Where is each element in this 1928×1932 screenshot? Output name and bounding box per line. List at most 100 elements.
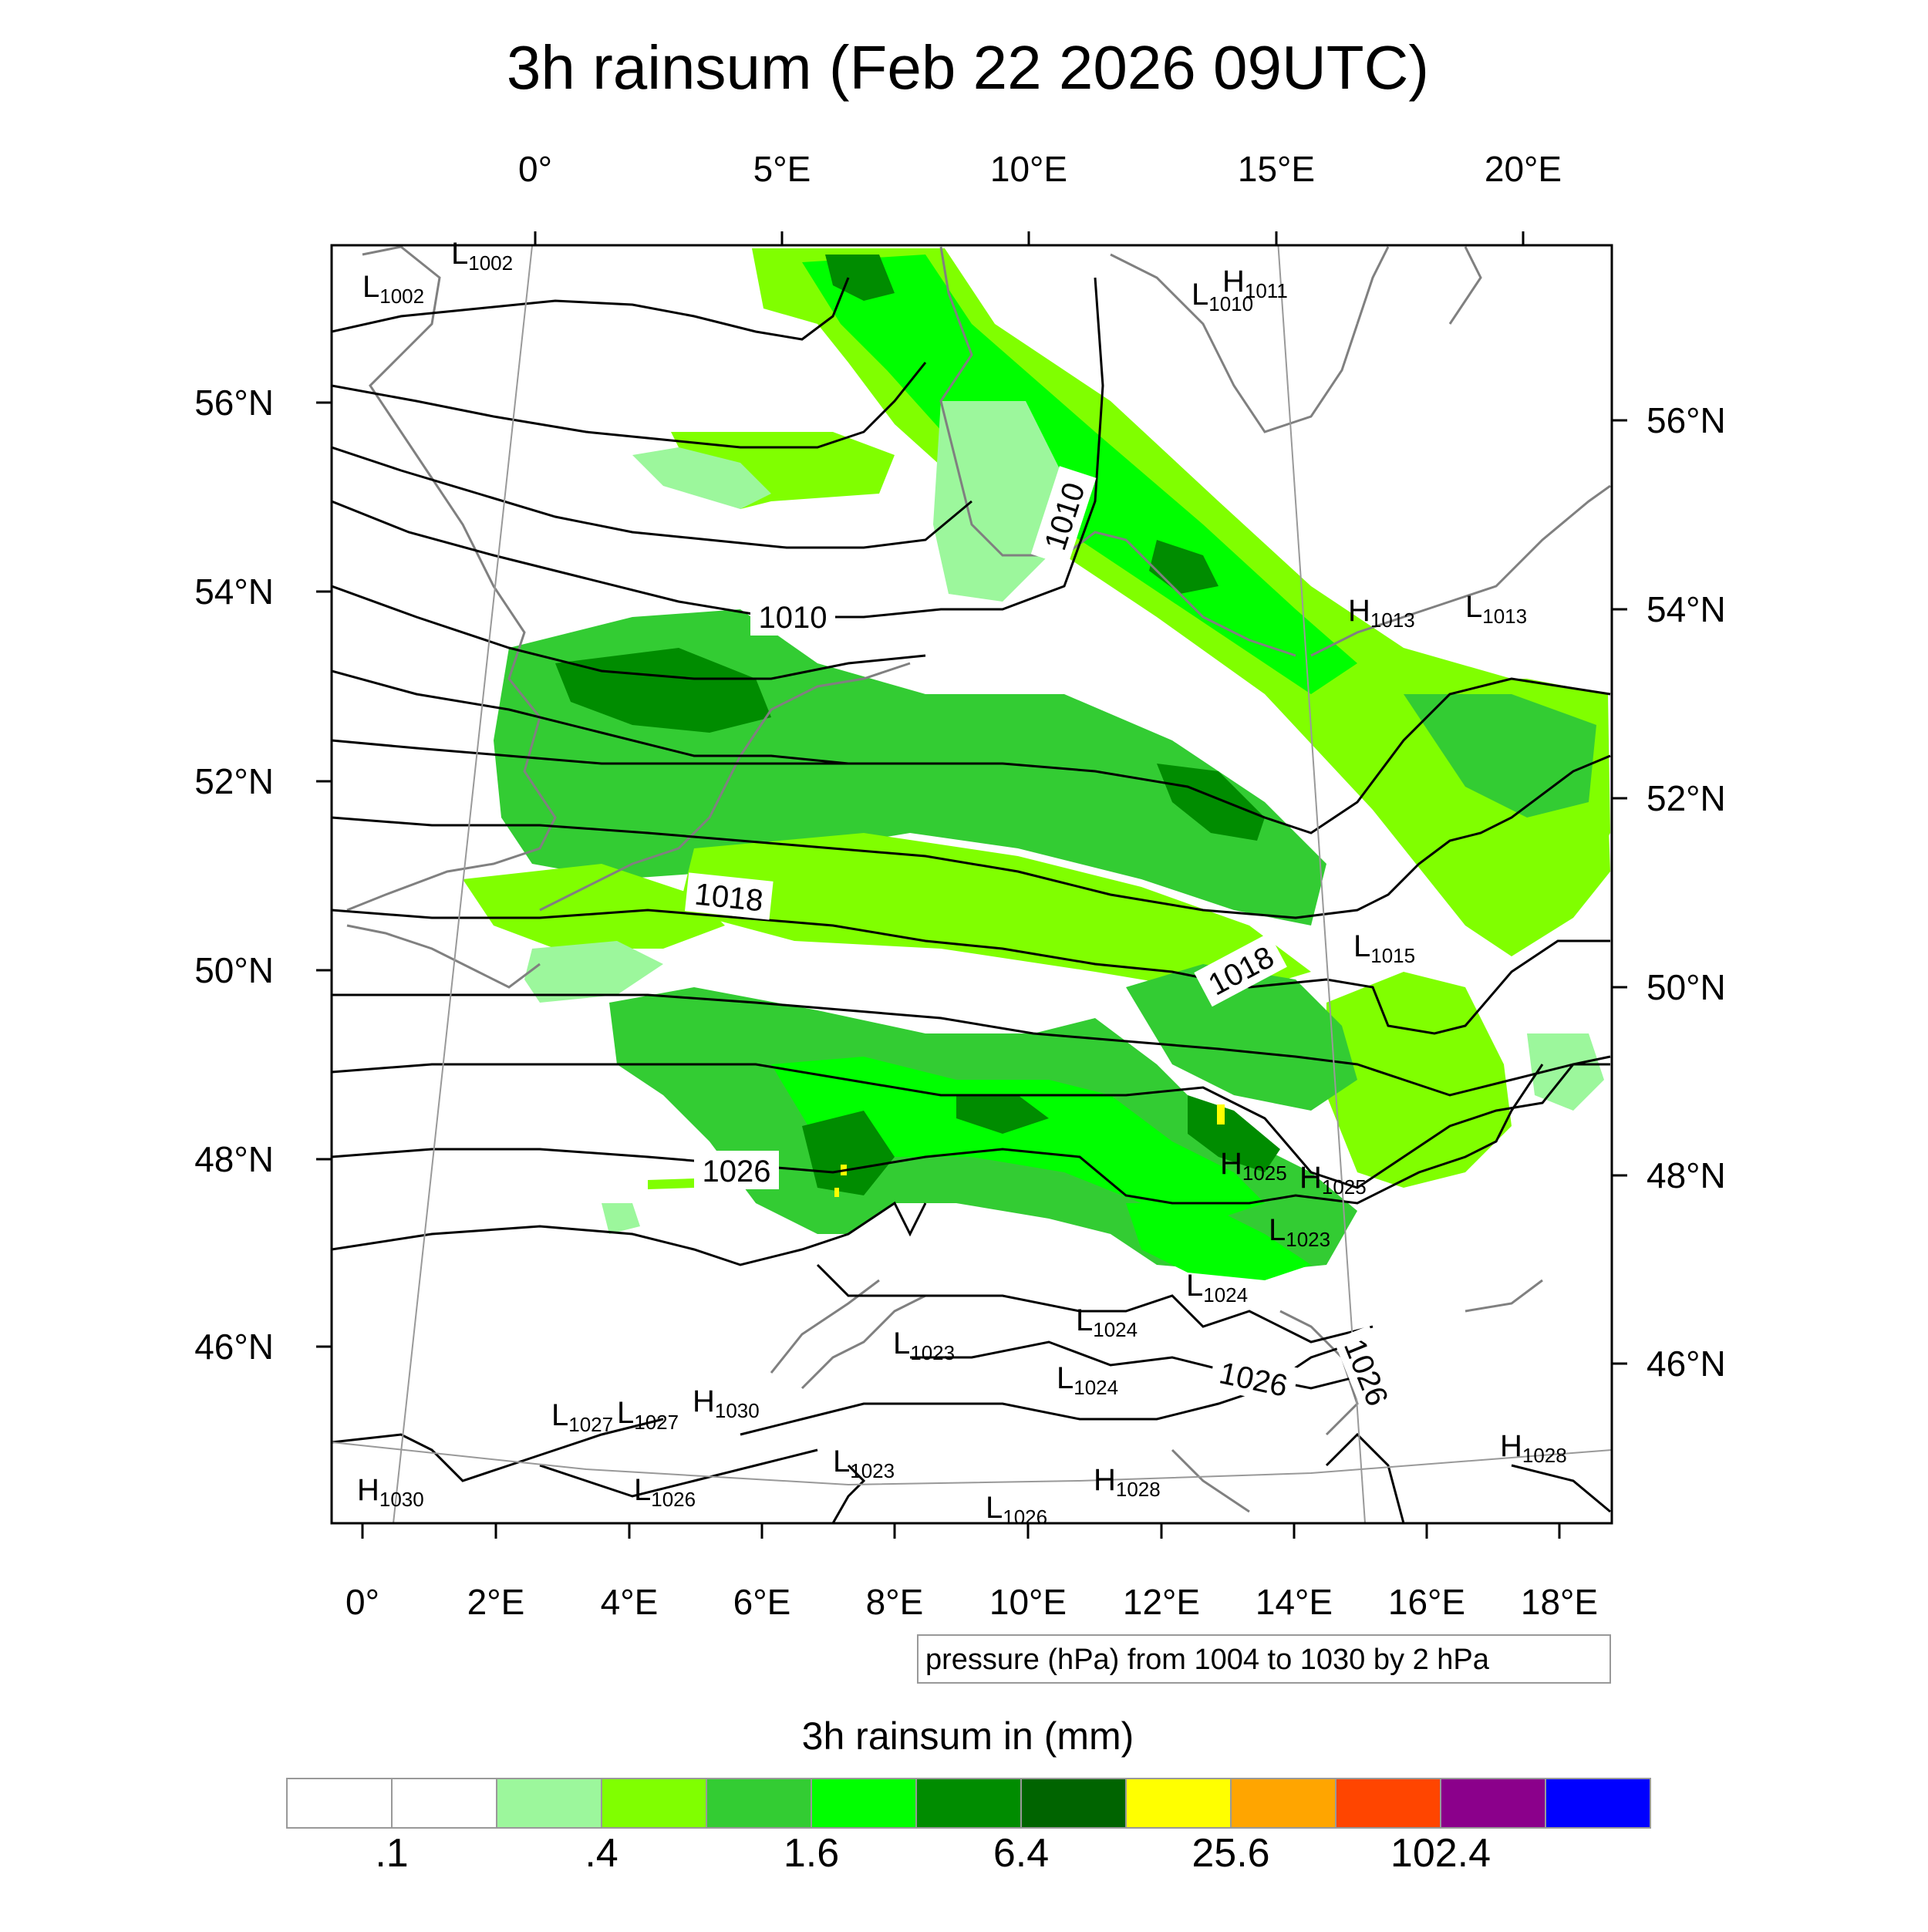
rain-alps-patch: [1126, 1203, 1311, 1280]
pressure-center-label: L1013: [1465, 590, 1527, 628]
colorbar-swatch: [1020, 1778, 1127, 1829]
left-lat-label: 48°N: [194, 1139, 274, 1179]
isobars: [332, 277, 1611, 1523]
bottom-lon-label: 4°E: [601, 1582, 659, 1622]
bottom-lon-label: 0°: [345, 1582, 379, 1622]
right-lat-label: 52°N: [1647, 778, 1726, 818]
pressure-center-label: L1023: [1269, 1213, 1330, 1251]
colorbar: [286, 1778, 1651, 1829]
rain-band-south-dark3: [956, 1095, 1049, 1134]
axis-ticks: [316, 231, 1627, 1539]
left-lat-label: 54°N: [194, 572, 274, 612]
left-lat-label: 46°N: [194, 1327, 274, 1367]
pressure-center-label: L1002: [451, 237, 513, 275]
pressure-center-label: H1011: [1222, 265, 1288, 302]
rain-band-south-lime: [771, 1057, 1265, 1219]
top-lon-label: 20°E: [1485, 149, 1562, 189]
pressure-center-label: H1028: [1500, 1429, 1567, 1467]
rain-band-central-lime: [679, 833, 1311, 995]
pressure-center-label: L1015: [1353, 929, 1415, 967]
bottom-longitude-labels: 0° 2°E 4°E 6°E 8°E 10°E 12°E 14°E 16°E 1…: [345, 1582, 1598, 1622]
pressure-center-label: L1027: [617, 1396, 679, 1434]
rain-yellow-spot-3: [834, 1188, 839, 1197]
rain-tongue-northsea-light: [632, 447, 771, 509]
right-lat-label: 54°N: [1647, 589, 1726, 629]
rain-band-poland-core: [1404, 694, 1596, 818]
right-lat-label: 50°N: [1647, 967, 1726, 1007]
rain-band-south-dark2: [1188, 1095, 1280, 1172]
top-lon-label: 10°E: [990, 149, 1067, 189]
rain-patch-sea-light: [933, 401, 1064, 602]
pressure-center-label: L1002: [362, 270, 424, 308]
rain-yellow-spot-1: [1217, 1104, 1225, 1124]
top-lon-label: 0°: [518, 149, 552, 189]
pressure-centers: L1002 L1002 L1010 H1011 H1013 L1013 L101…: [357, 237, 1567, 1529]
colorbar-tick-label: .1: [375, 1831, 408, 1876]
pressure-center-label: L1023: [893, 1327, 955, 1364]
colorbar-tick-label: 25.6: [1192, 1831, 1269, 1876]
pressure-center-label: H1025: [1220, 1147, 1287, 1185]
contour-label: 1026: [703, 1155, 771, 1189]
colorbar-tick-label: 102.4: [1390, 1831, 1491, 1876]
coastlines: [346, 245, 1611, 1513]
map-area: [330, 244, 1613, 1525]
bottom-lon-label: 10°E: [989, 1582, 1067, 1622]
colorbar-swatch: [391, 1778, 497, 1829]
colorbar-swatch: [706, 1778, 812, 1829]
rain-patch-se: [1527, 1033, 1604, 1111]
colorbar-swatch: [811, 1778, 917, 1829]
right-lat-label: 56°N: [1647, 400, 1726, 440]
left-lat-label: 56°N: [194, 383, 274, 423]
colorbar-tick-label: .4: [585, 1831, 618, 1876]
rain-band-uk: [463, 864, 725, 949]
pressure-center-label: L1024: [1076, 1303, 1138, 1341]
colorbar-swatch: [1230, 1778, 1336, 1829]
pressure-center-label: L1024: [1186, 1269, 1248, 1307]
rain-band-central-dark2: [1157, 764, 1265, 841]
top-lon-label: 5°E: [753, 149, 811, 189]
left-lat-label: 52°N: [194, 761, 274, 801]
right-latitude-labels: 56°N 54°N 52°N 50°N 48°N 46°N: [1647, 400, 1726, 1384]
bottom-lon-label: 18°E: [1521, 1582, 1598, 1622]
rain-band-czech: [1126, 964, 1357, 1111]
right-lat-label: 48°N: [1647, 1155, 1726, 1195]
map-title: 3h rainsum (Feb 22 2026 09UTC): [507, 33, 1429, 102]
pressure-center-label: L1026: [986, 1491, 1047, 1529]
contour-label: 1018: [693, 877, 765, 918]
colorbar-swatch: [915, 1778, 1022, 1829]
colorbar-swatch: [1125, 1778, 1232, 1829]
pressure-center-label: H1030: [357, 1473, 424, 1511]
rain-band-central-dark: [555, 648, 771, 733]
rain-patch-strip: [648, 1178, 694, 1189]
bottom-lon-label: 16°E: [1388, 1582, 1465, 1622]
contour-label: 1010: [759, 601, 827, 635]
colorbar-swatch: [601, 1778, 707, 1829]
pressure-center-label: L1024: [1057, 1361, 1118, 1399]
bottom-lon-label: 6°E: [733, 1582, 791, 1622]
top-lon-label: 15°E: [1238, 149, 1315, 189]
pressure-center-label: H1013: [1348, 594, 1415, 632]
bottom-lon-label: 8°E: [866, 1582, 924, 1622]
colorbar-swatch: [1545, 1778, 1651, 1829]
rain-band-uk-south: [524, 941, 663, 1003]
colorbar-tick-labels: .1 .4 1.6 6.4 25.6 102.4: [375, 1831, 1491, 1876]
colorbar-tick-label: 6.4: [993, 1831, 1049, 1876]
graticule: [332, 245, 1612, 1523]
colorbar-tick-label: 1.6: [784, 1831, 839, 1876]
left-latitude-labels: 56°N 54°N 52°N 50°N 48°N 46°N: [194, 383, 274, 1367]
bottom-lon-label: 2°E: [467, 1582, 525, 1622]
left-lat-label: 50°N: [194, 950, 274, 990]
pressure-center-label: H1028: [1094, 1463, 1161, 1501]
top-longitude-labels: 0° 5°E 10°E 15°E 20°E: [518, 149, 1562, 189]
colorbar-swatch: [286, 1778, 393, 1829]
right-lat-label: 46°N: [1647, 1344, 1726, 1384]
pressure-center-label: L1023: [833, 1445, 895, 1482]
rain-band-south-dark: [802, 1111, 895, 1195]
map-frame: [330, 244, 1613, 1525]
colorbar-swatch: [1440, 1778, 1546, 1829]
contour-labels: 1010 1010 1018 1018 1026 1026 1026: [685, 466, 1401, 1419]
colorbar-swatch: [496, 1778, 602, 1829]
rain-patch-sw: [602, 1203, 640, 1234]
